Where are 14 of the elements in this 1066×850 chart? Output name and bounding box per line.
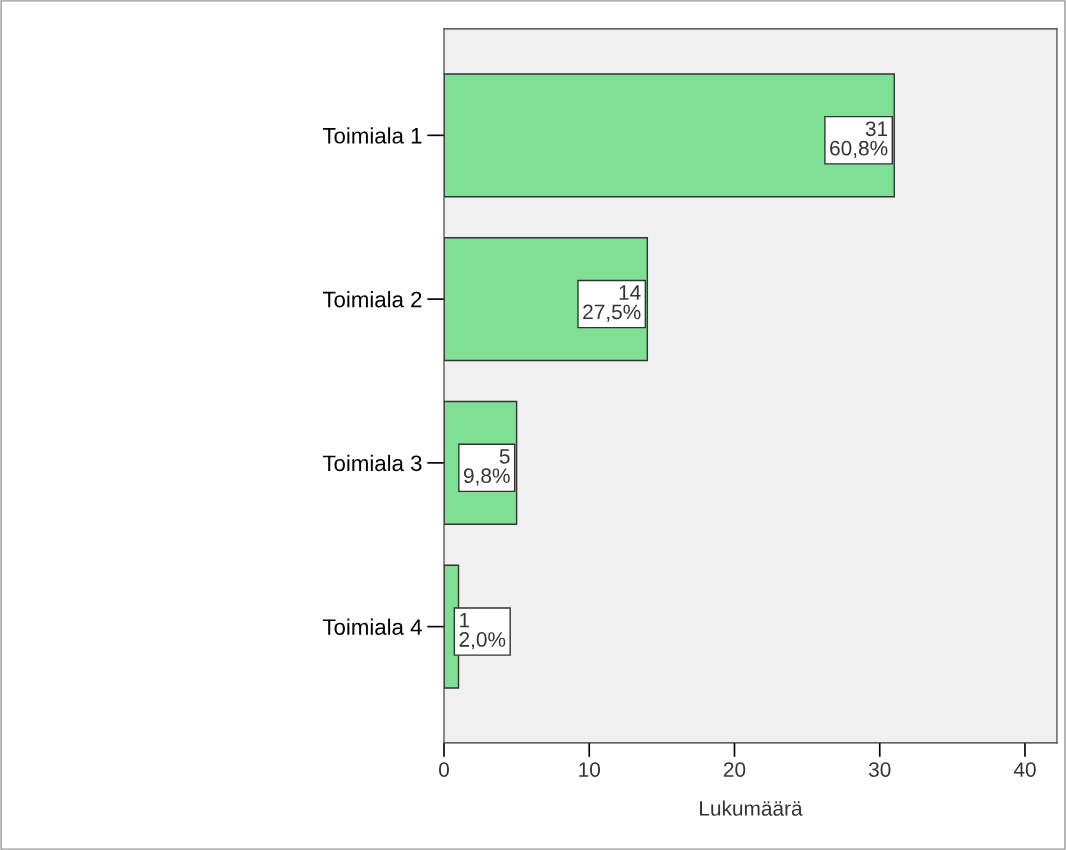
x-tick-label: 20 bbox=[723, 762, 746, 777]
y-tick-label: Toimiala 2 bbox=[322, 291, 422, 308]
x-tick-label: 0 bbox=[439, 762, 449, 777]
y-tick-label: Toimiala 3 bbox=[322, 454, 422, 472]
y-tick-label: Toimiala 4 bbox=[322, 618, 422, 635]
data-label: 31 60,8% bbox=[830, 121, 888, 159]
y-tick-label: Toimiala 1 bbox=[322, 127, 422, 144]
data-label: 14 27,5% bbox=[583, 285, 641, 322]
x-tick-label: 30 bbox=[868, 762, 891, 777]
x-tick-label: 40 bbox=[1013, 762, 1036, 777]
data-label: 1 2,0% bbox=[459, 612, 506, 650]
data-label: 5 9,8% bbox=[463, 449, 510, 486]
x-tick-label: 10 bbox=[579, 762, 601, 777]
x-axis-title: Lukumäärä bbox=[700, 800, 803, 816]
